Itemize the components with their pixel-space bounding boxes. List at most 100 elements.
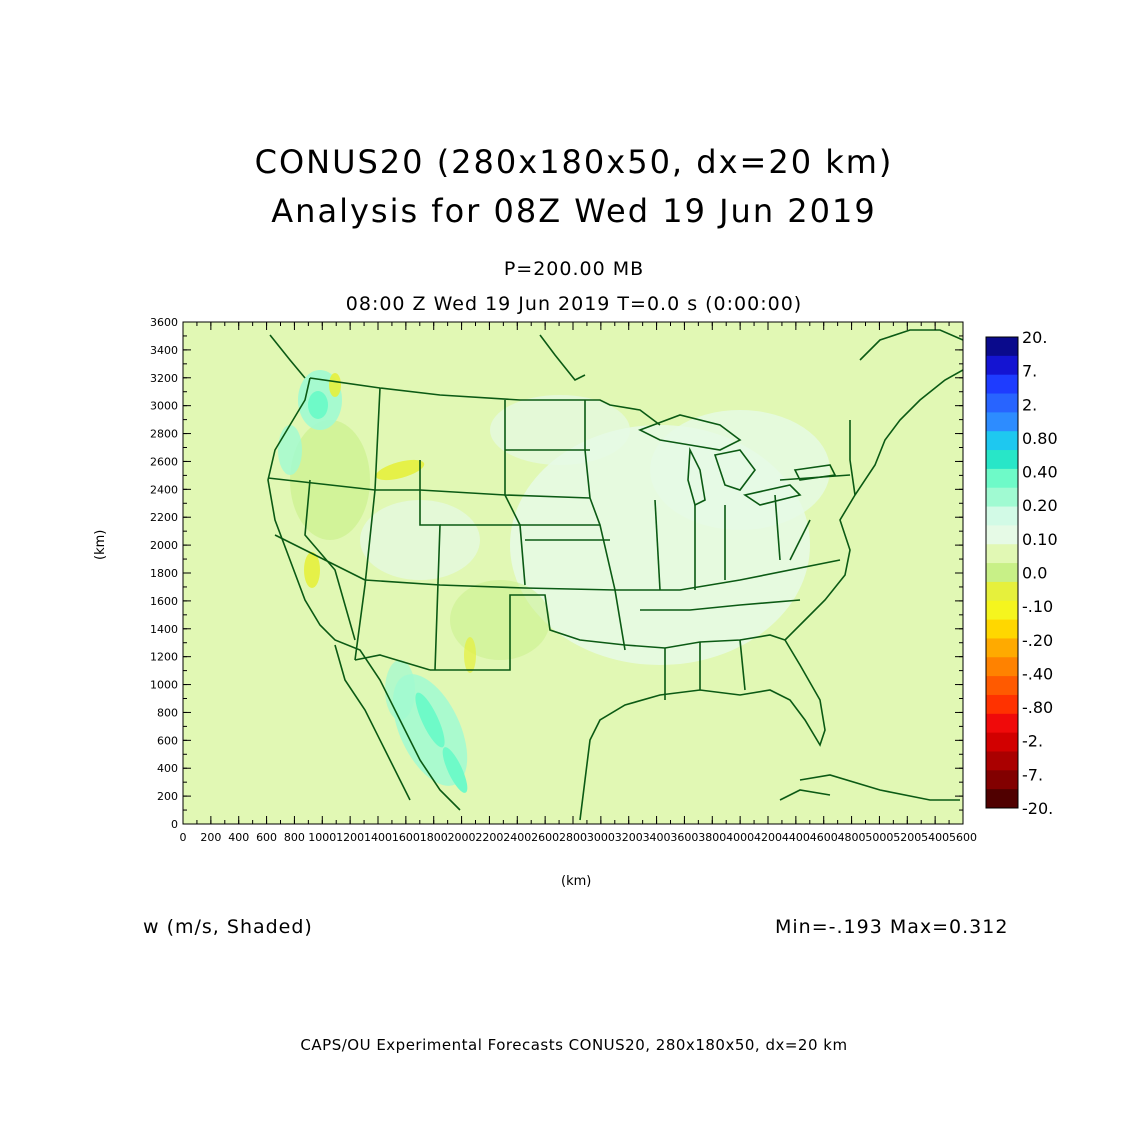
- colorbar-swatch: [986, 732, 1018, 752]
- colorbar-swatch: [986, 600, 1018, 621]
- weak-descent-region: [290, 420, 370, 540]
- y-tick-label: 1000: [150, 679, 178, 692]
- colorbar-swatch: [986, 619, 1018, 639]
- colorbar-label: -20.: [1022, 799, 1053, 818]
- x-tick-label: 2800: [559, 831, 587, 844]
- colorbar-swatch: [986, 713, 1018, 734]
- colorbar-swatch: [986, 393, 1018, 413]
- colorbar-label: 0.40: [1022, 463, 1058, 482]
- colorbar-label: -.80: [1022, 698, 1053, 717]
- x-tick-label: 600: [256, 831, 277, 844]
- y-tick-label: 1800: [150, 567, 178, 580]
- colorbar-label: 20.: [1022, 328, 1047, 347]
- colorbar-swatch: [986, 770, 1018, 790]
- x-tick-label: 4400: [782, 831, 810, 844]
- x-tick-label: 4600: [810, 831, 838, 844]
- x-tick-label: 5400: [921, 831, 949, 844]
- colorbar: 20. 7. 2. 0.80 0.40 0.20 0.10 0.0 -.10 -.20 -.40 -.…: [985, 328, 1058, 818]
- y-tick-label: 3400: [150, 344, 178, 357]
- y-tick-label: 800: [157, 706, 178, 719]
- near-zero-region: [650, 410, 830, 530]
- colorbar-label: 0.80: [1022, 429, 1058, 448]
- y-tick-label: 3600: [150, 316, 178, 329]
- weak-descent-region: [450, 580, 550, 660]
- descent-region: [329, 373, 341, 397]
- colorbar-swatch: [986, 355, 1018, 376]
- x-tick-label: 5200: [893, 831, 921, 844]
- weak-ascent-region: [278, 425, 302, 475]
- y-tick-label: 2400: [150, 483, 178, 496]
- y-tick-label: 0: [171, 818, 178, 831]
- x-tick-label: 5000: [865, 831, 893, 844]
- descent-region: [375, 459, 425, 481]
- variable-label: w (m/s, Shaded): [143, 916, 313, 938]
- x-tick-label: 0: [180, 831, 187, 844]
- y-tick-label: 600: [157, 734, 178, 747]
- x-tick-label: 1200: [336, 831, 364, 844]
- x-tick-label: 1600: [392, 831, 420, 844]
- y-tick-label: 1200: [150, 651, 178, 664]
- colorbar-swatch: [986, 468, 1018, 489]
- plot-title-line2: Analysis for 08Z Wed 19 Jun 2019: [271, 192, 877, 230]
- x-tick-label: 3600: [670, 831, 698, 844]
- near-zero-region: [490, 395, 630, 465]
- colorbar-swatch: [986, 563, 1018, 583]
- colorbar-swatch: [986, 544, 1018, 564]
- moderate-ascent-region: [308, 391, 328, 419]
- colorbar-label: 0.20: [1022, 496, 1058, 515]
- min-max-label: Min=-.193 Max=0.312: [775, 916, 1009, 938]
- x-tick-label: 4800: [838, 831, 866, 844]
- y-tick-label: 1400: [150, 623, 178, 636]
- x-tick-label: 2400: [503, 831, 531, 844]
- colorbar-swatch: [986, 337, 1018, 357]
- colorbar-swatch: [986, 657, 1018, 677]
- x-tick-label: 1000: [308, 831, 336, 844]
- y-tick-label: 2600: [150, 455, 178, 468]
- x-tick-label: 4000: [726, 831, 754, 844]
- geographic-boundaries: [267, 329, 963, 821]
- descent-region: [464, 637, 476, 673]
- plot-title-line1: CONUS20 (280x180x50, dx=20 km): [254, 143, 894, 181]
- colorbar-label: 0.10: [1022, 530, 1058, 549]
- x-tick-label: 800: [284, 831, 305, 844]
- y-tick-label: 200: [157, 790, 178, 803]
- y-tick-label: 2000: [150, 539, 178, 552]
- near-zero-region: [360, 500, 480, 580]
- x-tick-label: 2200: [475, 831, 503, 844]
- x-tick-label: 400: [228, 831, 249, 844]
- pressure-level-label: P=200.00 MB: [503, 258, 645, 280]
- moderate-ascent-region: [415, 692, 445, 748]
- x-tick-label: 3200: [615, 831, 643, 844]
- descent-region: [304, 552, 320, 588]
- colorbar-label: -2.: [1022, 732, 1043, 751]
- colorbar-swatch: [986, 694, 1018, 715]
- colorbar-swatch: [986, 450, 1018, 470]
- colorbar-swatch: [986, 412, 1018, 432]
- x-tick-label: 2000: [448, 831, 476, 844]
- colorbar-swatch: [986, 751, 1018, 771]
- moderate-ascent-region: [442, 747, 468, 793]
- y-tick-label: 2800: [150, 428, 178, 441]
- x-tick-label: 3800: [698, 831, 726, 844]
- x-tick-label: 3000: [587, 831, 615, 844]
- colorbar-label: 2.: [1022, 395, 1037, 414]
- x-tick-label: 3400: [643, 831, 671, 844]
- colorbar-swatch: [986, 487, 1018, 508]
- colorbar-label: 0.0: [1022, 564, 1047, 583]
- colorbar-swatch: [986, 506, 1018, 526]
- colorbar-swatch: [986, 525, 1018, 545]
- colorbar-label: 7.: [1022, 362, 1037, 381]
- valid-time-label: 08:00 Z Wed 19 Jun 2019 T=0.0 s (0:00:00…: [345, 293, 803, 315]
- y-axis-unit-label: (km): [93, 529, 108, 560]
- x-tick-label: 1400: [364, 831, 392, 844]
- x-tick-label: 5600: [949, 831, 977, 844]
- x-tick-label: 2600: [531, 831, 559, 844]
- y-tick-label: 400: [157, 762, 178, 775]
- y-tick-label: 1600: [150, 595, 178, 608]
- colorbar-swatch: [986, 789, 1018, 809]
- colorbar-frame: [985, 336, 1019, 809]
- colorbar-swatch: [986, 676, 1018, 696]
- colorbar-label: -.20: [1022, 631, 1053, 650]
- colorbar-swatch: [986, 638, 1018, 658]
